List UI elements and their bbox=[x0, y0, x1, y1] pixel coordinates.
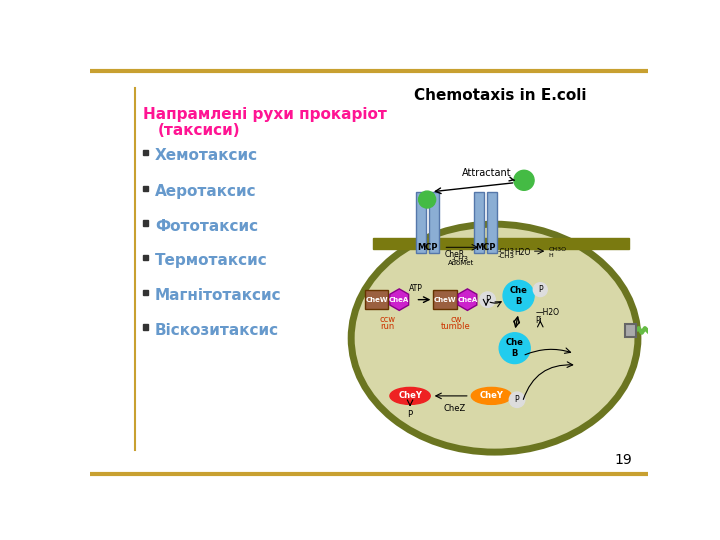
Text: run: run bbox=[380, 322, 395, 331]
Circle shape bbox=[499, 333, 530, 363]
Text: ATP: ATP bbox=[408, 285, 423, 294]
Text: CheY: CheY bbox=[480, 392, 503, 400]
Text: Магнітотаксис: Магнітотаксис bbox=[155, 288, 282, 303]
Ellipse shape bbox=[472, 387, 512, 404]
FancyBboxPatch shape bbox=[487, 192, 497, 253]
Text: Хемотаксис: Хемотаксис bbox=[155, 148, 258, 163]
Circle shape bbox=[514, 170, 534, 190]
Text: 19: 19 bbox=[615, 453, 632, 467]
Text: Фототаксис: Фототаксис bbox=[155, 219, 258, 234]
FancyBboxPatch shape bbox=[474, 192, 484, 253]
Text: CheZ: CheZ bbox=[443, 403, 465, 413]
Text: Pi: Pi bbox=[536, 316, 542, 325]
Text: CheW: CheW bbox=[433, 296, 456, 302]
FancyBboxPatch shape bbox=[433, 291, 456, 309]
Text: -CH3: -CH3 bbox=[498, 253, 515, 259]
Text: Che
B: Che B bbox=[510, 286, 528, 306]
Text: Віскозитаксис: Віскозитаксис bbox=[155, 323, 279, 338]
FancyBboxPatch shape bbox=[143, 220, 148, 226]
Text: P: P bbox=[485, 295, 490, 304]
Text: CheY: CheY bbox=[398, 392, 422, 400]
Text: Chemotaxis in E.coli: Chemotaxis in E.coli bbox=[415, 88, 587, 103]
Text: Термотаксис: Термотаксис bbox=[155, 253, 268, 268]
Text: tumble: tumble bbox=[441, 322, 471, 331]
Polygon shape bbox=[458, 289, 477, 310]
Text: -CH3: -CH3 bbox=[452, 256, 469, 262]
Polygon shape bbox=[390, 289, 409, 310]
Text: AdoMet: AdoMet bbox=[448, 260, 474, 266]
FancyBboxPatch shape bbox=[143, 289, 148, 295]
Text: CheW: CheW bbox=[366, 296, 388, 302]
Text: MCP: MCP bbox=[475, 242, 495, 252]
FancyBboxPatch shape bbox=[625, 325, 636, 336]
Bar bbox=[373, 238, 629, 249]
FancyBboxPatch shape bbox=[143, 255, 148, 260]
Circle shape bbox=[534, 283, 547, 296]
Text: P: P bbox=[408, 410, 413, 418]
Text: CH3O
H: CH3O H bbox=[549, 247, 567, 258]
Text: ccw: ccw bbox=[379, 315, 396, 324]
FancyBboxPatch shape bbox=[143, 186, 148, 191]
Text: Аеротаксис: Аеротаксис bbox=[155, 184, 257, 199]
Text: MCP: MCP bbox=[417, 242, 437, 252]
FancyBboxPatch shape bbox=[143, 150, 148, 155]
Circle shape bbox=[418, 191, 436, 208]
Ellipse shape bbox=[390, 387, 431, 404]
Text: Attractant: Attractant bbox=[462, 168, 514, 181]
Circle shape bbox=[503, 280, 534, 311]
Text: CheA: CheA bbox=[389, 296, 410, 302]
Text: CheR: CheR bbox=[444, 249, 464, 259]
FancyBboxPatch shape bbox=[143, 325, 148, 330]
Text: Напрамлені рухи прокаріот: Напрамлені рухи прокаріот bbox=[143, 107, 387, 122]
Text: (таксиси): (таксиси) bbox=[158, 123, 240, 138]
FancyBboxPatch shape bbox=[365, 291, 388, 309]
Text: -CH3: -CH3 bbox=[498, 248, 515, 254]
Circle shape bbox=[509, 392, 525, 408]
Text: P: P bbox=[538, 285, 543, 294]
Text: Che
B: Che B bbox=[505, 339, 523, 358]
FancyBboxPatch shape bbox=[428, 192, 438, 253]
FancyBboxPatch shape bbox=[415, 192, 426, 253]
Text: H2O: H2O bbox=[515, 248, 531, 257]
Text: P: P bbox=[515, 395, 519, 404]
Ellipse shape bbox=[351, 224, 638, 452]
Circle shape bbox=[480, 292, 495, 307]
Text: CheA: CheA bbox=[457, 296, 477, 302]
Text: cw: cw bbox=[450, 315, 462, 324]
Text: —H2O: —H2O bbox=[536, 308, 559, 317]
